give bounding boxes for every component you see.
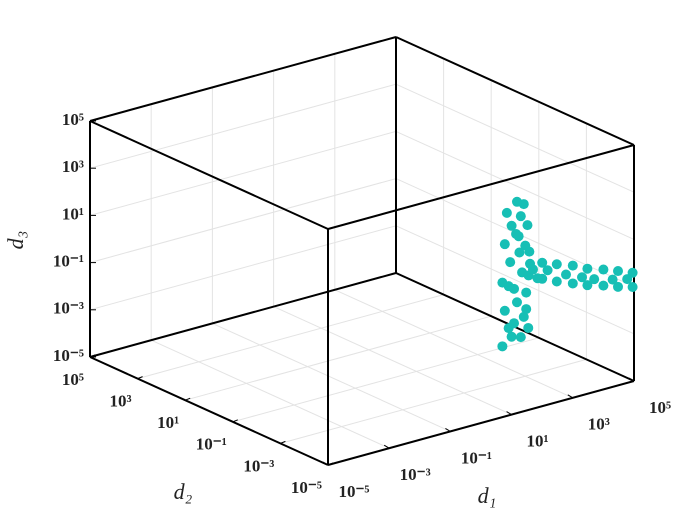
box-edge <box>395 36 635 146</box>
x-tick-label: 10⁻³ <box>400 465 431 484</box>
point <box>505 257 516 268</box>
point <box>503 281 514 292</box>
grid-line <box>212 322 451 432</box>
y-tick-label: 10⁻¹ <box>196 435 227 454</box>
point <box>561 269 572 280</box>
point <box>497 341 508 352</box>
point <box>612 281 623 292</box>
point <box>577 272 588 283</box>
point <box>527 264 538 275</box>
z-tick-label: 10⁻¹ <box>53 252 84 271</box>
z-axis-label: d₃ <box>3 231 28 250</box>
point <box>589 274 600 285</box>
point <box>521 304 532 315</box>
z-tick-label: 10⁵ <box>62 110 84 129</box>
point <box>515 332 526 343</box>
point <box>551 259 562 270</box>
grid-line <box>89 130 397 216</box>
z-tick-label: 10⁻⁵ <box>53 346 84 365</box>
z-tick-label: 10³ <box>62 157 84 176</box>
point <box>501 207 512 218</box>
point <box>607 274 618 285</box>
box-edge <box>327 380 635 466</box>
grid-line <box>395 225 635 335</box>
grid-line <box>89 83 397 169</box>
point <box>515 211 526 222</box>
grid-line <box>89 178 397 264</box>
y-tick-label: 10⁻³ <box>243 456 274 475</box>
x-tick-label: 10⁻¹ <box>461 448 492 467</box>
point <box>524 246 535 257</box>
x-tick-label: 10⁵ <box>649 398 671 417</box>
y-tick-label: 10⁻⁵ <box>291 478 322 497</box>
grid-line <box>150 339 390 449</box>
point <box>523 322 534 333</box>
point <box>532 273 543 284</box>
grid-line <box>395 83 635 193</box>
point <box>509 318 520 329</box>
grid-line <box>334 289 574 399</box>
box-edge <box>89 120 329 230</box>
point <box>627 281 638 292</box>
point <box>511 297 522 308</box>
point <box>598 264 609 275</box>
point <box>518 311 529 322</box>
grid-line <box>232 337 539 423</box>
point <box>521 287 532 298</box>
y-tick-label: 10¹ <box>157 413 179 432</box>
point <box>537 257 548 268</box>
point <box>582 280 593 291</box>
box-edge <box>89 272 397 358</box>
point <box>499 239 510 250</box>
point <box>522 220 533 231</box>
grid-line <box>273 306 512 416</box>
x-tick-label: 10¹ <box>527 432 549 451</box>
grid-line <box>89 225 397 311</box>
point <box>542 265 553 276</box>
point <box>622 274 633 285</box>
grid-line <box>395 130 635 240</box>
point <box>514 247 525 258</box>
point <box>612 266 623 277</box>
x-tick-label: 10⁻⁵ <box>338 482 369 501</box>
point <box>567 260 578 271</box>
box-edge <box>327 144 635 230</box>
x-tick-label: 10³ <box>588 415 610 434</box>
point <box>499 305 510 316</box>
point <box>511 196 522 207</box>
point <box>513 231 524 242</box>
grid-line <box>185 315 492 401</box>
y-tick-label: 10⁵ <box>62 370 84 389</box>
grid-line <box>137 294 444 380</box>
point <box>567 278 578 289</box>
point <box>506 220 517 231</box>
y-tick-label: 10³ <box>109 392 131 411</box>
z-tick-label: 10⁻³ <box>53 299 84 318</box>
point <box>598 280 609 291</box>
grid-line <box>280 358 587 444</box>
point <box>582 263 593 274</box>
y-axis-label: d₂ <box>174 479 193 504</box>
box-edge <box>89 36 397 122</box>
point <box>506 331 517 342</box>
box-edge <box>89 356 329 466</box>
z-tick-label: 10¹ <box>62 204 84 223</box>
point <box>551 276 562 287</box>
x-axis-label: d₁ <box>478 483 497 508</box>
